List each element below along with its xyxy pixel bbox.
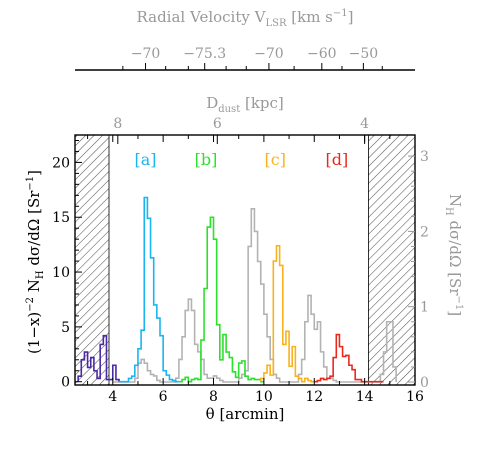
velocity-tick-label: −50 [349, 46, 379, 62]
x-tick-label: 12 [305, 389, 323, 405]
shaded-regions [74, 134, 416, 386]
shaded-region-2 [368, 134, 416, 386]
gray-histogram [112, 208, 397, 383]
plot-frame [74, 134, 416, 386]
histogram-segment-1 [77, 334, 120, 382]
peak-labels: [a] [b] [c] [d] [135, 150, 349, 169]
x-tick-label: 4 [108, 389, 117, 405]
y-left-tick-label: 15 [52, 210, 70, 226]
velocity-tick-label: −75.3 [183, 46, 226, 62]
velocity-tick-label: −60 [307, 46, 337, 62]
histogram-segment-2 [119, 196, 179, 383]
velocity-axis-title: Radial Velocity VLSR [km s−1] [137, 8, 354, 29]
x-axis-title: θ [arcmin] [206, 405, 285, 423]
y-left-tick-label: 10 [52, 265, 70, 281]
x-tick-label: 8 [209, 389, 218, 405]
histogram-segment-4 [259, 244, 315, 383]
velocity-tick-label: −70 [254, 46, 284, 62]
y-left-tick-label: 5 [61, 320, 70, 336]
dust-tick-label: 8 [113, 116, 122, 132]
y-right-tick-label: 3 [420, 149, 429, 165]
x-tick-label: 10 [255, 389, 273, 405]
histogram-segment-3 [178, 216, 264, 383]
dust-tick-label: 6 [213, 116, 222, 132]
y-right-axis-title: NH dσ/dΩ [Sr−1] [443, 194, 464, 316]
x-tick-label: 6 [159, 389, 168, 405]
y-left-tick-label: 20 [52, 155, 70, 171]
y-right-tick-label: 1 [420, 300, 429, 316]
y-left-tick-label: 0 [61, 375, 70, 391]
dust-axis-title: Ddust [kpc] [206, 94, 284, 115]
colored-histograms [77, 196, 384, 383]
velocity-tick-label: −70 [131, 46, 161, 62]
y-right-tick-label: 2 [420, 224, 429, 240]
peak-label-3: [c] [264, 150, 285, 169]
dust-tick-label: 4 [360, 116, 369, 132]
gray-histogram-line [112, 208, 397, 383]
x-tick-label: 16 [406, 389, 424, 405]
y-right-tick-label: 0 [420, 375, 429, 391]
peak-label-1: [a] [135, 150, 157, 169]
peak-label-4: [d] [326, 150, 349, 169]
peak-label-2: [b] [195, 150, 218, 169]
x-tick-label: 14 [356, 389, 374, 405]
y-left-axis-title: (1−x)−2 NH dσ/dΩ [Sr−1] [25, 170, 46, 354]
shaded-region-1 [74, 134, 110, 386]
